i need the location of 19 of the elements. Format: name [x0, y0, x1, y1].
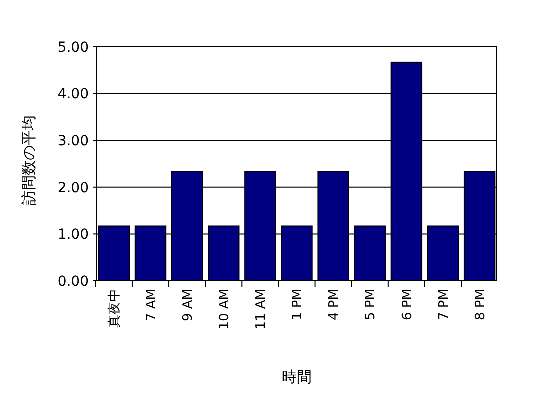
y-tick-label: 1.00 — [58, 227, 89, 244]
y-tick-label: 5.00 — [58, 40, 89, 56]
x-tick-label: 4 PM — [327, 289, 342, 320]
x-tick-label: 9 AM — [180, 289, 196, 322]
x-axis-title: 時間 — [282, 368, 312, 386]
y-tick-label: 0.00 — [58, 274, 89, 290]
x-tick-label: 8 PM — [473, 289, 488, 320]
x-tick-label: 7 PM — [436, 289, 452, 320]
y-tick-label: 4.00 — [58, 86, 89, 103]
x-tick-label: 10 AM — [217, 289, 232, 330]
x-tick-label: 6 PM — [400, 289, 416, 320]
y-tick-label: 2.00 — [58, 180, 89, 196]
x-tick-label: 1 PM — [290, 289, 306, 320]
x-tick-label: 11 AM — [254, 289, 269, 330]
x-tick-label: 5 PM — [364, 289, 379, 320]
y-axis-title: 訪問数の平均 — [20, 116, 38, 206]
y-tick-label: 3.00 — [58, 134, 89, 150]
x-tick-label: 真夜中 — [106, 289, 123, 328]
x-tick-label: 7 AM — [144, 289, 160, 322]
